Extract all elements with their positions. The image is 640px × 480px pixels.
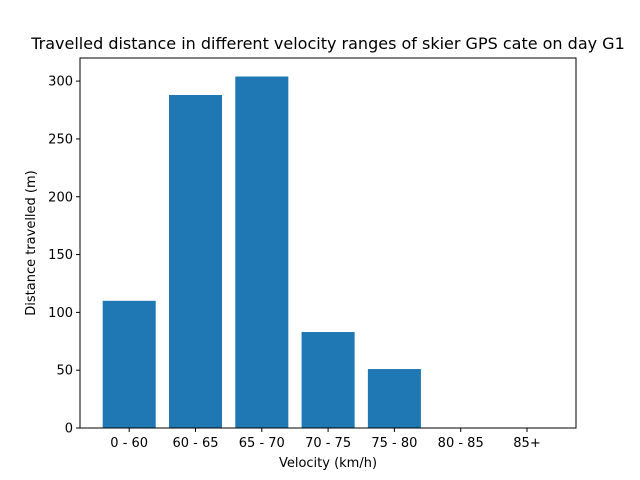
chart-title: Travelled distance in different velocity… xyxy=(30,34,625,53)
y-tick-label: 0 xyxy=(65,422,73,437)
x-tick-label: 60 - 65 xyxy=(172,436,218,451)
bar-1 xyxy=(168,95,223,428)
x-tick-label: 70 - 75 xyxy=(305,436,351,451)
y-tick-label: 200 xyxy=(48,190,73,205)
bar-4 xyxy=(367,369,421,428)
x-axis-label: Velocity (km/h) xyxy=(279,456,377,471)
x-tick-label: 85+ xyxy=(513,436,540,451)
bar-0 xyxy=(102,300,156,428)
y-tick-label: 50 xyxy=(56,364,73,379)
y-tick-label: 150 xyxy=(48,248,73,263)
x-tick-label: 80 - 85 xyxy=(438,436,484,451)
x-tick-label: 75 - 80 xyxy=(371,436,417,451)
bar-2 xyxy=(235,76,289,428)
bars-group xyxy=(102,76,421,428)
y-tick-label: 100 xyxy=(48,306,73,321)
bar-3 xyxy=(301,332,355,428)
plot-frame xyxy=(79,57,577,429)
x-axis-ticks: 0 - 60 60 - 65 65 - 70 70 - 75 75 - 80 80 - 8… xyxy=(110,428,541,451)
x-tick-label: 0 - 60 xyxy=(110,436,148,451)
y-tick-label: 250 xyxy=(48,132,73,147)
x-tick-label: 65 - 70 xyxy=(239,436,285,451)
y-tick-label: 300 xyxy=(48,75,73,90)
y-axis-ticks: 0 50 100 150 200 250 300 xyxy=(48,75,80,437)
y-axis-label: Distance travelled (m) xyxy=(24,170,39,316)
